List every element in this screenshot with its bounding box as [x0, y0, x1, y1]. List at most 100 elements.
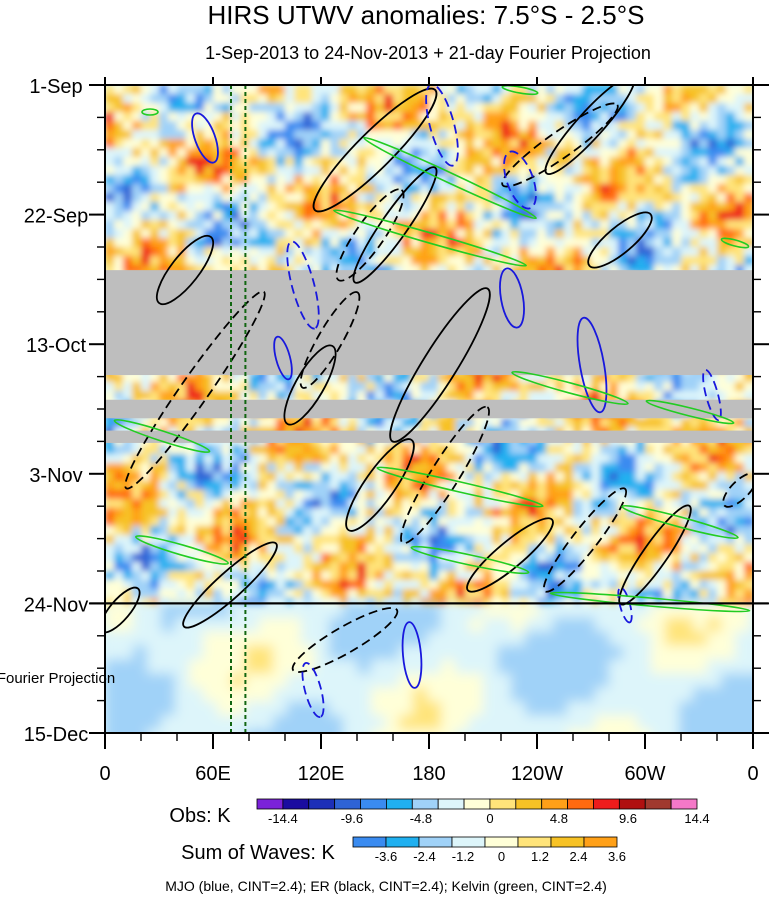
- contour-legend-footer: MJO (blue, CINT=2.4); ER (black, CINT=2.…: [165, 878, 607, 894]
- colorbar-tick-label: 4.8: [550, 811, 568, 826]
- kelvin-contour: [511, 370, 629, 406]
- kelvin-contour: [333, 209, 527, 267]
- y-tick-label: 22-Sep: [24, 206, 89, 228]
- er-contour: [587, 211, 653, 269]
- mjo-contours: [191, 112, 608, 689]
- colorbar-swatch: [583, 836, 618, 848]
- er-contour: [299, 291, 361, 389]
- mjo-contour: [499, 267, 525, 329]
- colorbar-swatch: [386, 798, 413, 810]
- mjo-contour: [191, 112, 219, 164]
- waves-colorbar: -3.6 -2.4 -1.2 0 1.2 2.4 3.6: [352, 836, 626, 864]
- colorbar-swatch: [463, 798, 491, 810]
- x-tick-label: 0: [99, 763, 110, 785]
- colorbar-swatch: [670, 798, 698, 810]
- kelvin-contour: [141, 108, 159, 116]
- er-contour: [155, 234, 215, 306]
- colorbar-swatch: [385, 836, 420, 848]
- er-contour: [182, 541, 278, 629]
- missing-data-band: [105, 270, 753, 376]
- y-tick-label: 24-Nov: [24, 594, 88, 616]
- colorbar-swatch: [484, 836, 519, 848]
- colorbar-tick-label: -2.4: [413, 849, 435, 864]
- plot-area: [105, 85, 753, 733]
- colorbar-tick-label: -4.8: [410, 811, 432, 826]
- er-contour: [389, 287, 491, 443]
- colorbar-tick-label: 0: [486, 811, 493, 826]
- colorbar-tick-label: 2.4: [569, 849, 587, 864]
- er-contour: [345, 438, 415, 532]
- er-negative-contours: [124, 102, 753, 673]
- mjo-contour: [286, 240, 320, 330]
- mjo-contour: [301, 661, 325, 719]
- colorbar-swatch: [644, 798, 672, 810]
- obs-colorbar: -14.4 -9.6 -4.8 0 4.8 9.6 14.4: [256, 798, 710, 826]
- er-contour: [466, 517, 554, 593]
- colorbar-swatch: [541, 798, 568, 810]
- kelvin-contour: [113, 419, 211, 453]
- colorbar-tick-label: 0: [498, 849, 505, 864]
- x-tick-label: 180: [412, 763, 445, 785]
- colorbar-swatch: [256, 798, 284, 810]
- er-contour: [312, 87, 438, 213]
- colorbar-swatch: [618, 798, 646, 810]
- missing-data-band: [105, 430, 753, 443]
- kelvin-contour: [135, 535, 229, 565]
- colorbar-tick-label: 9.6: [619, 811, 637, 826]
- chart-subtitle: 1-Sep-2013 to 24-Nov-2013 + 21-day Fouri…: [205, 43, 651, 63]
- colorbar-tick-label: 14.4: [684, 811, 709, 826]
- y-tick-label: 3-Nov: [29, 465, 82, 487]
- x-tick-label: 0: [747, 763, 758, 785]
- x-tick-label: 120E: [298, 763, 345, 785]
- mjo-contour: [702, 368, 722, 422]
- er-contour: [291, 607, 399, 673]
- y-tick-label: 13-Oct: [26, 335, 86, 357]
- x-tick-label: 60W: [624, 763, 665, 785]
- colorbar-tick-label: -9.6: [341, 811, 363, 826]
- colorbar-swatch: [282, 798, 310, 810]
- er-contour: [722, 472, 753, 508]
- kelvin-contour: [363, 136, 537, 220]
- kelvin-contours: [113, 85, 751, 613]
- observed-anomaly-field: [105, 85, 753, 608]
- projected-wave-field: [105, 603, 753, 733]
- colorbar-swatch: [550, 836, 585, 848]
- obs-colorbar-title: Obs: K: [169, 805, 231, 827]
- colorbar-swatch: [567, 798, 594, 810]
- er-contour: [283, 344, 337, 426]
- kelvin-contour: [410, 545, 530, 575]
- mjo-contour: [401, 621, 423, 689]
- colorbar-swatch: [489, 798, 517, 810]
- colorbar-swatch: [593, 798, 620, 810]
- waves-colorbar-title: Sum of Waves: K: [181, 842, 335, 864]
- er-contour: [542, 487, 628, 593]
- chart-title: HIRS UTWV anomalies: 7.5°S - 2.5°S: [208, 0, 645, 30]
- colorbar-tick-label: -1.2: [452, 849, 474, 864]
- er-contour: [400, 405, 490, 545]
- mjo-contour: [425, 85, 459, 167]
- x-tick-label: 60E: [195, 763, 231, 785]
- kelvin-contour: [720, 237, 750, 249]
- colorbar-swatch: [418, 836, 453, 848]
- mjo-contour: [576, 316, 608, 414]
- kelvin-contour: [645, 399, 735, 425]
- colorbar-swatch: [308, 798, 336, 810]
- y-tick-label: 15-Dec: [24, 724, 88, 746]
- kelvin-contour: [376, 466, 544, 508]
- kelvin-contour: [549, 591, 751, 613]
- kelvin-contour: [501, 85, 539, 96]
- mjo-negative-contours: [286, 85, 722, 719]
- colorbar-swatch: [360, 798, 387, 810]
- y-tick-label: 1-Sep: [29, 76, 82, 98]
- colorbar-swatch: [334, 798, 361, 810]
- mjo-contour: [273, 335, 293, 381]
- colorbar-swatch: [352, 836, 387, 848]
- colorbar-tick-label: 1.2: [531, 849, 549, 864]
- x-tick-label: 120W: [511, 763, 563, 785]
- er-contour: [501, 102, 619, 188]
- colorbar-swatch: [451, 836, 486, 848]
- reference-longitude-lines: [230, 85, 247, 733]
- er-contour: [124, 290, 266, 490]
- colorbar-swatch: [517, 836, 552, 848]
